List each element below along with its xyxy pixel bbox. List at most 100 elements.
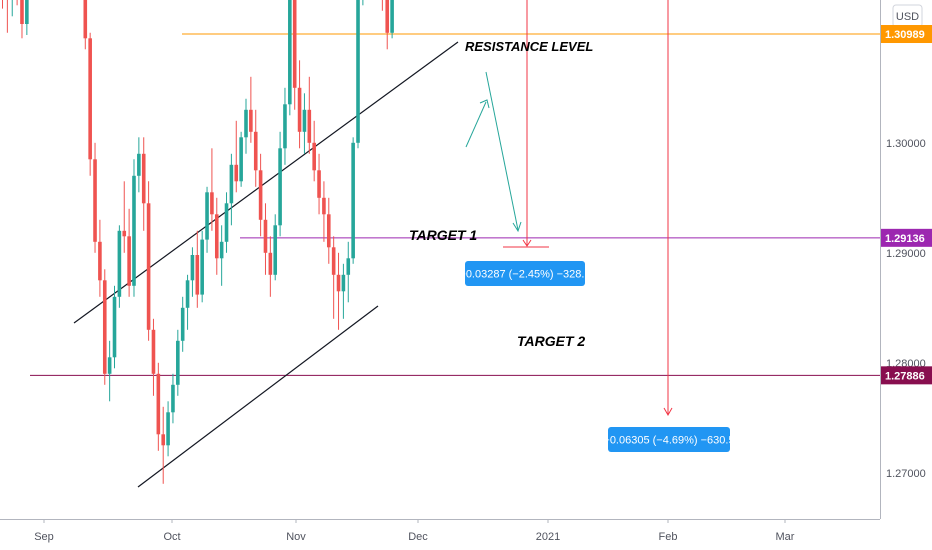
candle-body <box>176 340 180 385</box>
y-tick-label: 1.29000 <box>886 248 926 260</box>
horizontal-levels[interactable] <box>30 0 880 376</box>
candle-body <box>219 241 224 259</box>
price-tag-bg <box>881 228 932 247</box>
candle <box>88 32 92 176</box>
candle-body <box>214 214 219 259</box>
candle <box>307 76 312 154</box>
candle-body <box>185 280 190 308</box>
ascending-channel[interactable] <box>73 41 459 488</box>
projection-up-arrowhead[interactable] <box>479 99 490 109</box>
candle <box>244 98 248 154</box>
candle-body <box>180 307 185 341</box>
candle <box>351 137 355 264</box>
candle <box>146 181 151 341</box>
candle <box>11 0 13 17</box>
channel-lower-line[interactable] <box>137 305 379 488</box>
candle <box>214 197 219 275</box>
measure-target1-box-bg <box>465 261 585 286</box>
candle <box>210 148 214 231</box>
candle-body <box>107 357 112 374</box>
candle <box>6 0 8 33</box>
candle-body <box>307 109 312 143</box>
candle-body <box>146 203 151 330</box>
candle-body <box>88 38 92 160</box>
target2-annotation[interactable]: TARGET 2 <box>517 333 585 349</box>
price-axis[interactable]: USD1.270001.280001.290001.300001.310001.… <box>880 0 932 550</box>
candle-body <box>234 164 239 182</box>
candle-body <box>258 170 263 220</box>
candle-body <box>151 329 156 374</box>
candle <box>205 186 209 253</box>
candle <box>171 373 175 424</box>
candle-body <box>239 137 243 182</box>
candle <box>346 241 351 303</box>
projection-up-segment[interactable] <box>465 101 487 148</box>
candle-body <box>283 104 287 149</box>
candle <box>336 252 341 330</box>
measure-target2-box-label: −0.06305 (−4.69%) −630.5 <box>603 435 734 447</box>
price-tag-target1[interactable]: 1.30989 <box>881 25 932 44</box>
candle-body <box>249 109 253 132</box>
measure-target2-box[interactable]: −0.06305 (−4.69%) −630.5 <box>603 427 735 452</box>
projection-down-arrowhead[interactable] <box>512 221 522 233</box>
measure-target1-arrowhead[interactable] <box>522 239 532 247</box>
candle-body <box>229 164 234 204</box>
candle-body <box>273 225 278 275</box>
measure-target2-arrowhead[interactable] <box>663 407 673 417</box>
candle <box>356 0 360 149</box>
candle <box>249 76 253 143</box>
candle-body <box>312 142 316 171</box>
candle-body <box>102 280 107 374</box>
candle-body <box>336 274 341 292</box>
candle-body <box>156 373 161 435</box>
currency-badge[interactable]: USD <box>892 4 923 28</box>
candle <box>224 192 229 253</box>
candle <box>117 225 122 308</box>
candle-body <box>341 274 346 292</box>
target1-annotation[interactable]: TARGET 1 <box>409 227 477 243</box>
price-tag-bottom[interactable]: 1.27886 <box>881 366 932 385</box>
measure-target1-box-label: −0.03287 (−2.45%) −328.7 <box>459 269 590 281</box>
channel-upper-line[interactable] <box>73 41 459 324</box>
candle <box>180 296 185 352</box>
candle-body <box>253 131 258 171</box>
candle-body <box>195 255 200 295</box>
price-axis-background <box>880 0 932 550</box>
candle <box>93 142 97 253</box>
candle <box>190 247 195 297</box>
candle <box>132 159 136 297</box>
candle <box>273 214 278 281</box>
measure-target1-box[interactable]: −0.03287 (−2.45%) −328.7 <box>459 261 591 286</box>
candle <box>20 0 24 39</box>
candle <box>239 131 243 187</box>
candle-body <box>98 241 102 281</box>
candle <box>234 120 239 193</box>
currency-label: USD <box>896 11 919 23</box>
candle-body <box>326 214 331 248</box>
candle-body <box>166 412 170 446</box>
candle-body <box>161 434 166 446</box>
candle-body <box>210 192 214 215</box>
x-tick-label: Dec <box>408 531 428 543</box>
measure-target2-box-bg <box>608 427 730 452</box>
price-tag-bg <box>881 25 932 44</box>
x-tick-label: Feb <box>659 531 678 543</box>
candle <box>326 197 331 264</box>
candle <box>156 362 161 451</box>
price-tag-target2[interactable]: 1.29136 <box>881 228 932 247</box>
time-axis[interactable]: Sep Oct Nov Dec 2021 Feb Mar <box>0 519 880 550</box>
projection-arrows[interactable] <box>465 71 522 233</box>
candle <box>297 60 302 149</box>
text-annotations[interactable]: RESISTANCE LEVEL TARGET 1 TARGET 2 <box>409 39 593 349</box>
candle-body <box>132 175 136 286</box>
candle-body <box>288 0 292 105</box>
projection-down-segment[interactable] <box>485 71 519 231</box>
candle-body <box>112 296 117 358</box>
candle <box>278 131 282 237</box>
resistance-level-annotation[interactable]: RESISTANCE LEVEL <box>465 39 593 54</box>
time-axis-background <box>0 519 880 550</box>
candle <box>161 406 166 484</box>
measure-tools[interactable]: −0.03287 (−2.45%) −328.7 −0.06305 (−4.69%… <box>459 0 735 452</box>
candle-body <box>171 384 175 413</box>
